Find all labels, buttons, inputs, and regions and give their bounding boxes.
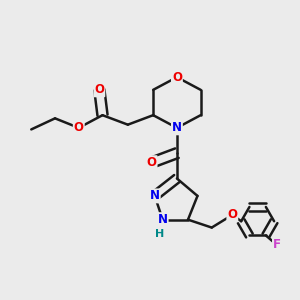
Text: O: O: [172, 71, 182, 84]
Text: O: O: [147, 156, 157, 169]
Text: N: N: [150, 189, 160, 203]
Text: N: N: [158, 213, 168, 226]
Text: O: O: [94, 83, 104, 96]
Text: F: F: [273, 238, 281, 251]
Text: H: H: [155, 229, 164, 239]
Text: O: O: [227, 208, 237, 221]
Text: N: N: [172, 121, 182, 134]
Text: O: O: [74, 121, 84, 134]
